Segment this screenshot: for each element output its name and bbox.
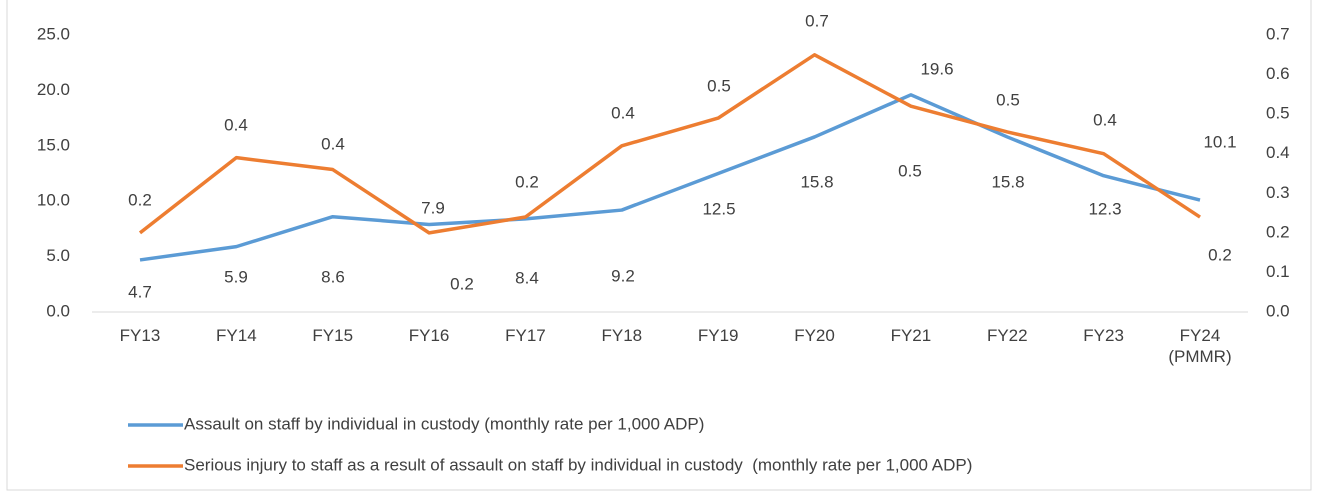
y-tick-label: 20.0 [37, 80, 70, 99]
data-label: 4.7 [128, 282, 152, 301]
data-label: 15.8 [991, 172, 1024, 191]
y-tick-label: 5.0 [46, 246, 70, 265]
data-label: 8.4 [515, 268, 539, 287]
y2-tick-label: 0.7 [1266, 24, 1290, 43]
x-tick-label: FY22 [986, 326, 1028, 345]
x-tick-label: FY24 (PMMR) [1168, 326, 1232, 366]
x-tick-label: FY15 [312, 326, 354, 345]
x-tick-label: FY14 [216, 326, 257, 345]
legend-label: Assault on staff by individual in custod… [184, 414, 704, 433]
data-label: 0.7 [805, 11, 829, 30]
data-label: 0.2 [450, 274, 474, 293]
y-tick-label: 10.0 [37, 191, 70, 210]
data-label: 8.6 [321, 267, 345, 286]
y2-tick-label: 0.0 [1266, 301, 1290, 320]
y-tick-label: 15.0 [37, 135, 70, 154]
x-tick-label: FY21 [890, 326, 932, 345]
x-tick-label: FY13 [119, 326, 161, 345]
y2-tick-label: 0.1 [1266, 262, 1290, 281]
data-label: 0.5 [898, 161, 922, 180]
data-label: 5.9 [224, 267, 248, 286]
x-tick-label: FY19 [697, 326, 739, 345]
y2-tick-label: 0.4 [1266, 143, 1290, 162]
data-label: 0.5 [707, 76, 731, 95]
data-label: 0.2 [515, 172, 539, 191]
data-label: 9.2 [611, 266, 635, 285]
y-tick-label: 0.0 [46, 301, 70, 320]
data-label: 0.4 [321, 134, 345, 153]
data-label: 0.2 [1208, 245, 1232, 264]
data-label: 10.1 [1203, 132, 1236, 151]
y2-tick-label: 0.5 [1266, 104, 1290, 123]
data-label: 7.9 [421, 198, 445, 217]
series-line [138, 53, 1201, 235]
series-line [139, 93, 1201, 262]
x-tick-label: FY18 [601, 326, 643, 345]
data-label: 0.4 [1093, 110, 1117, 129]
y2-tick-label: 0.6 [1266, 64, 1290, 83]
x-tick-label: FY16 [408, 326, 450, 345]
chart-border [6, 0, 1312, 491]
data-label: 12.3 [1088, 199, 1121, 218]
y2-tick-label: 0.3 [1266, 183, 1290, 202]
data-label: 19.6 [920, 59, 953, 78]
x-tick-label: FY17 [505, 326, 546, 345]
data-label: 0.4 [611, 103, 635, 122]
data-label: 12.5 [702, 199, 735, 218]
y2-tick-label: 0.2 [1266, 222, 1290, 241]
data-label: 15.8 [800, 172, 833, 191]
data-label: 0.2 [128, 190, 152, 209]
data-label: 0.4 [224, 115, 248, 134]
y-tick-label: 25.0 [37, 24, 70, 43]
x-tick-label: FY20 [794, 326, 835, 345]
data-label: 0.5 [996, 90, 1020, 109]
x-tick-label: FY23 [1083, 326, 1124, 345]
legend-label: Serious injury to staff as a result of a… [184, 455, 972, 474]
